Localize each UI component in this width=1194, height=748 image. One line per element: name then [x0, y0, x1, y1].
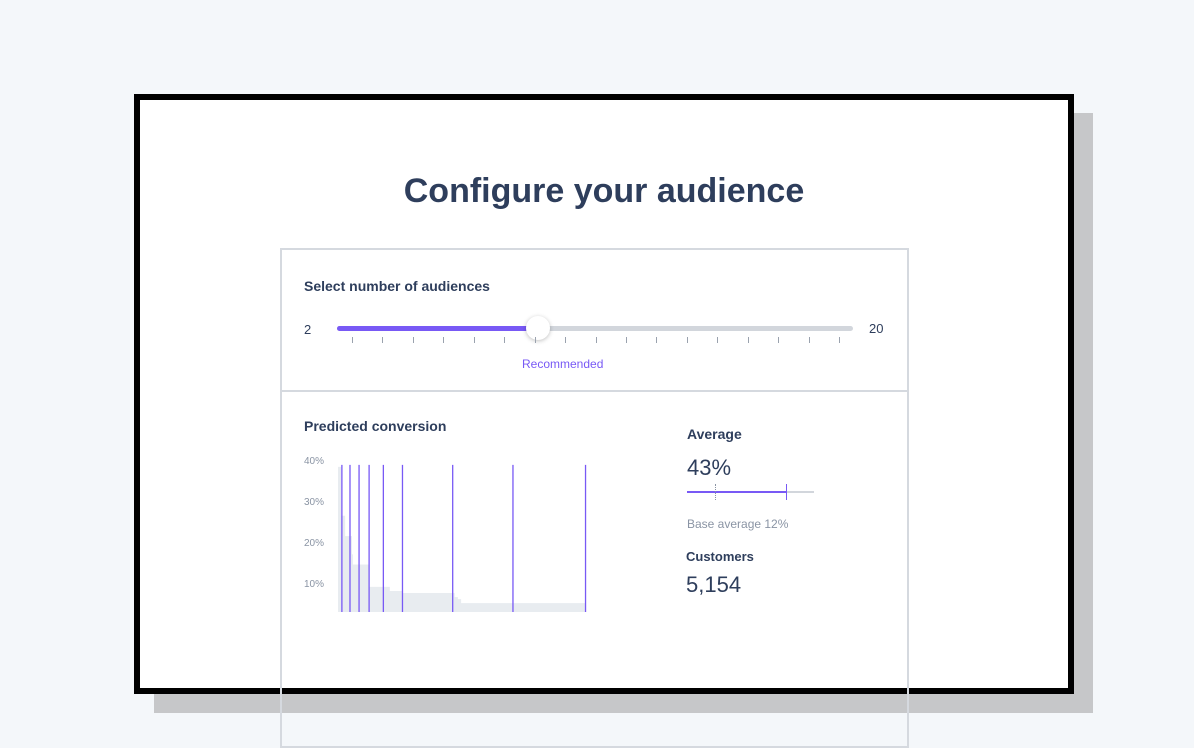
slider-tick — [382, 337, 384, 343]
conversion-chart — [338, 464, 662, 612]
average-marker — [786, 484, 788, 500]
base-average-marker — [714, 484, 716, 500]
slider-tick — [747, 337, 749, 343]
slider-tick — [778, 337, 780, 343]
slider-tick — [686, 337, 688, 343]
slider-min-label: 2 — [304, 322, 312, 337]
y-tick-label: 20% — [304, 538, 325, 549]
slider-fill — [337, 326, 538, 331]
recommended-label: Recommended — [522, 357, 604, 371]
slider-max-label: 20 — [869, 321, 884, 336]
slider-tick — [565, 337, 567, 343]
conversion-area — [338, 466, 662, 612]
slider-tick — [839, 337, 840, 343]
slider-tick — [717, 337, 719, 343]
customers-heading: Customers — [686, 549, 754, 564]
customers-value: 5,154 — [686, 572, 742, 597]
window-frame: Configure your audience Select number of… — [134, 94, 1074, 748]
slider-tick — [352, 337, 353, 343]
audience-slider[interactable] — [337, 316, 853, 340]
slider-tick — [504, 337, 506, 343]
slider-tick — [412, 337, 414, 343]
audience-card: Select number of audiences 2 20 Recommen… — [280, 248, 909, 748]
slider-tick — [595, 337, 597, 343]
average-heading: Average — [687, 426, 742, 442]
section-heading: Predicted conversion — [304, 418, 447, 434]
slider-tick — [625, 337, 627, 343]
average-fill — [687, 491, 787, 493]
slider-tick — [443, 337, 445, 343]
base-average-label: Base average 12% — [687, 517, 789, 531]
section-heading: Select number of audiences — [304, 278, 490, 294]
slider-tick — [808, 337, 810, 343]
y-tick-label: 40% — [304, 456, 325, 467]
average-bar — [687, 484, 814, 500]
y-tick-label: 30% — [304, 497, 325, 508]
audience-count-section: Select number of audiences 2 20 Recommen… — [282, 250, 907, 392]
slider-thumb[interactable] — [525, 316, 550, 340]
slider-ticks — [352, 337, 840, 343]
slider-tick — [534, 337, 536, 343]
average-value: 43% — [687, 455, 732, 480]
y-tick-label: 10% — [304, 579, 325, 590]
conversion-section: Predicted conversion 40% 30% 20% 10% Ave… — [282, 392, 907, 748]
slider-tick — [473, 337, 475, 343]
page-title: Configure your audience — [403, 172, 805, 210]
slider-tick — [656, 337, 658, 343]
